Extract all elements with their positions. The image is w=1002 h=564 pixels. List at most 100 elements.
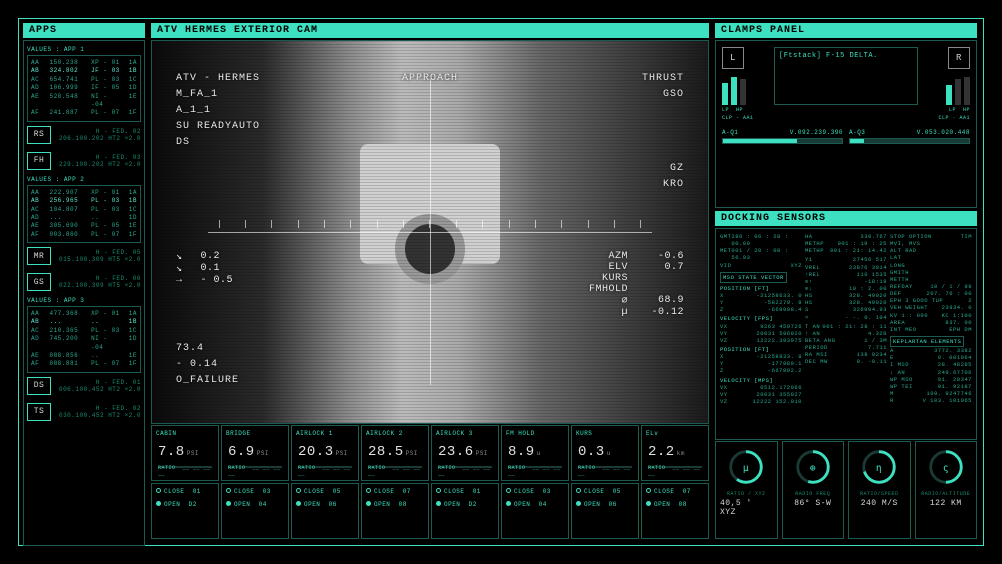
- radial-value: 240 M/S: [861, 499, 898, 508]
- radial-value: 86° S-W: [794, 499, 831, 508]
- clamp-right-button[interactable]: R: [948, 47, 970, 69]
- dock-value: PERIOD7.711: [805, 344, 887, 351]
- open-close-cell[interactable]: CLOSE 03 OPEN 04: [501, 483, 569, 539]
- dock-value: VEH WEIGHT23934. 0: [890, 304, 972, 311]
- dock-value: Z-669998.4: [720, 306, 802, 313]
- dock-value: MVI, MVS: [890, 240, 972, 247]
- apps-header: APPS: [23, 23, 145, 38]
- cam-overlay: ATV - HERMESM_FA_1A_1_1SU READYAUTODS AP…: [152, 41, 708, 423]
- gauge-airlock-1: AIRLOCK 1 20.3PSI RATIO __ __ __ __: [291, 425, 359, 481]
- dock-value: HS328. 49020: [805, 299, 887, 306]
- dock-value: VREL23876 3014: [805, 264, 887, 271]
- gauge-title: KURS: [576, 430, 634, 437]
- gauge-title: BRIDGE: [226, 430, 284, 437]
- docking-panel: DOCKING SENSORS GMT286 : 06 : 28 : 00.00…: [715, 211, 977, 440]
- radial-label: RATIO/SPEED: [860, 491, 899, 497]
- gauge-ratio-label: RATIO __ __ __ __: [508, 465, 568, 477]
- dock-column: GMT286 : 06 : 28 : 00.00MET001 / 20 : 08…: [720, 233, 802, 435]
- app-button-ds[interactable]: DS: [27, 377, 51, 395]
- clamp-right-bars: [924, 75, 970, 105]
- dock-value: VZ12222 152.010: [720, 398, 802, 405]
- radial-label: RADIO/ALTITUDE: [921, 491, 970, 497]
- overlay-right-values: AZM-0.6ELV0.7KURSFMHOLD⌀68.9µ-0.12: [589, 251, 684, 318]
- dock-value: Y-582279. 8: [720, 299, 802, 306]
- dock-value: ALT RAD: [890, 247, 972, 254]
- gauge-value: 8.9u: [508, 444, 541, 460]
- gauge-title: ELv: [646, 430, 704, 437]
- dock-value: HS328. 49020: [805, 292, 887, 299]
- docking-header: DOCKING SENSORS: [715, 211, 977, 226]
- dock-subheading: POSITION [FT]: [720, 285, 802, 292]
- radial-label: RATIO / XYZ: [727, 491, 766, 497]
- radial-label: RADIO FREQ: [795, 491, 830, 497]
- clamp-left-bars: [722, 75, 768, 105]
- dock-value: MET001 / 20 : 08 : 56.03: [720, 247, 802, 261]
- radial-gauge: ⊕ RADIO FREQ 86° S-W: [782, 441, 845, 539]
- clamp-progress-row: A-Q1V.092.239.390 A-Q3V.053.020.448: [722, 129, 970, 144]
- dock-value: DEC MW9. -0.11: [805, 358, 887, 365]
- gauge-elv: ELv 2.2km RATIO __ __ __ __: [641, 425, 709, 481]
- svg-text:η: η: [876, 463, 882, 474]
- gauge-ratio-label: RATIO __ __ __ __: [648, 465, 708, 477]
- gauge-airlock-2: AIRLOCK 2 28.5PSI RATIO __ __ __ __: [361, 425, 429, 481]
- radial-icon: ς: [925, 446, 967, 488]
- dock-value: E0. 001064: [890, 354, 972, 361]
- clamp-left-button[interactable]: L: [722, 47, 744, 69]
- app-table: AA150.238XP - 011AAB324.802JF - 031BAC65…: [27, 55, 141, 122]
- open-close-cell[interactable]: CLOSE 07 OPEN 08: [641, 483, 709, 539]
- gauge-title: AIRLOCK 2: [366, 430, 424, 437]
- clamps-panel: CLAMPS PANEL L LP HP CLP - AA1 [Ftstack]…: [715, 23, 977, 208]
- gauge-value: 0.3u: [578, 444, 611, 460]
- dock-value: METHP901 : 19 : 25: [805, 240, 887, 247]
- dock-column: HA330.767METHP901 : 19 : 25METHP901 : 21…: [805, 233, 887, 435]
- dock-value: LAT: [890, 254, 972, 261]
- gauge-ratio-label: RATIO __ __ __ __: [578, 465, 638, 477]
- dock-value: ⊙↑-18:19: [805, 278, 887, 285]
- bottom-strip: CABIN 7.8PSI RATIO __ __ __ __BRIDGE 6.9…: [151, 425, 709, 539]
- dock-value: GMITH: [890, 269, 972, 276]
- overlay-mid-right: GZKRO: [663, 161, 684, 193]
- radial-value: 122 KM: [930, 499, 962, 508]
- clamp-progress: A-Q3V.053.020.448: [849, 129, 970, 144]
- dock-subheading: VELOCITY [MPS]: [720, 377, 802, 384]
- cam-view: ATV - HERMESM_FA_1A_1_1SU READYAUTODS AP…: [151, 40, 709, 424]
- gauge-value: 2.2km: [648, 444, 685, 460]
- open-close-cell[interactable]: CLOSE 03 OPEN 04: [221, 483, 289, 539]
- clamp-l-id: CLP - AA1: [722, 115, 768, 121]
- app-button-gs[interactable]: GS: [27, 273, 51, 291]
- apps-body: VALUES : APP 1AA150.238XP - 011AAB324.80…: [23, 40, 145, 546]
- clamp-lp-label-r: LP: [949, 107, 956, 113]
- app-button-rs[interactable]: RS: [27, 126, 51, 144]
- dock-value: VX0512.172966: [720, 384, 802, 391]
- dock-value: ↑REL110 1535: [805, 271, 887, 278]
- app-meta: H - FED. 02030.100.452 HT2 ×2.0: [57, 405, 141, 419]
- gauge-value: 6.9PSI: [228, 444, 269, 460]
- overlay-approach: APPROACH: [402, 71, 458, 87]
- open-close-cell[interactable]: CLOSE 05 OPEN 06: [291, 483, 359, 539]
- dock-value: T AN001 : 21: 28 : 11: [805, 323, 887, 330]
- gauge-title: FM HOLD: [506, 430, 564, 437]
- dock-value: GMT286 : 06 : 28 : 00.00: [720, 233, 802, 247]
- radial-gauge: ς RADIO/ALTITUDE 122 KM: [915, 441, 978, 539]
- open-close-cell[interactable]: CLOSE 07 OPEN 08: [361, 483, 429, 539]
- dock-value: Z-667892.2: [720, 367, 802, 374]
- clamp-r-id: CLP · AA1: [924, 115, 970, 121]
- dock-value: X-21258633. 0: [720, 292, 802, 299]
- app-button-ts[interactable]: TS: [27, 403, 51, 421]
- open-close-cell[interactable]: CLOSE 05 OPEN 06: [571, 483, 639, 539]
- app-button-fh[interactable]: FH: [27, 152, 51, 170]
- open-close-cell[interactable]: CLOSE 01 OPEN D2: [431, 483, 499, 539]
- dock-value: ↑ AN4.328: [805, 330, 887, 337]
- clamps-header: CLAMPS PANEL: [715, 23, 977, 38]
- open-close-cell[interactable]: CLOSE 01 OPEN D2: [151, 483, 219, 539]
- gauge-ratio-label: RATIO __ __ __ __: [158, 465, 218, 477]
- app-meta: H - FED. 03229.100.202 HT2 ×2.0: [57, 154, 141, 168]
- app-button-mr[interactable]: MR: [27, 247, 51, 265]
- app-meta: H - FED. 01006.100.452 HT2 ×2.0: [57, 379, 141, 393]
- dock-value: EPH 3 GOOD TUP2: [890, 297, 972, 304]
- dock-value: METHP901 : 21: 14.42: [805, 247, 887, 254]
- dock-value: I MSO28. 48285: [890, 361, 972, 368]
- overlay-top-right: THRUSTGSO: [642, 71, 684, 103]
- gauge-value: 23.6PSI: [438, 444, 488, 460]
- clamp-hp-label-l: HP: [736, 107, 743, 113]
